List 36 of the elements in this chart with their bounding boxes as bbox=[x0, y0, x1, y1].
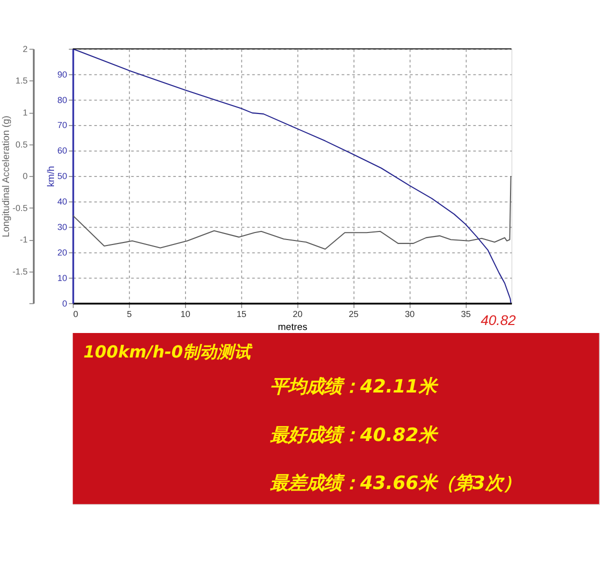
y-axis-title: Longitudinal Acceleration (g) bbox=[1, 116, 12, 238]
text: 40.82 bbox=[480, 312, 516, 328]
y-tick-label: -1.5 bbox=[12, 266, 28, 276]
x-tick-label: 10 bbox=[180, 308, 190, 319]
x-tick-label: 25 bbox=[348, 308, 359, 319]
x-tick-label: 30 bbox=[404, 308, 415, 319]
x-tick-label: 0 bbox=[73, 308, 78, 319]
y-tick-label: 1 bbox=[22, 107, 28, 118]
y2-tick-label: 10 bbox=[57, 272, 68, 283]
y2-tick-label: 20 bbox=[57, 247, 68, 258]
y2-tick-label: 80 bbox=[57, 94, 68, 105]
y-tick-label: 1.5 bbox=[15, 76, 28, 86]
line-series bbox=[72, 48, 512, 304]
y2-axis-title: km/h bbox=[46, 166, 57, 187]
text: 最差成绩：43.66米（第3次） bbox=[270, 473, 522, 494]
x-tick-label: 5 bbox=[126, 308, 132, 319]
y2-tick-label: 30 bbox=[57, 222, 68, 232]
text: 最好成绩：40.82米 bbox=[270, 424, 438, 446]
y-tick-label: 0.5 bbox=[15, 139, 28, 150]
y-tick-label: 0 bbox=[22, 171, 28, 182]
y2-tick-label: 90 bbox=[57, 69, 68, 80]
x-tick-label: 20 bbox=[292, 308, 303, 319]
x-tick-label: 35 bbox=[460, 308, 471, 319]
y-tick-label: 2 bbox=[22, 44, 28, 54]
text: 100km/h-0制动测试 bbox=[83, 342, 253, 362]
y2-tick-label: 70 bbox=[57, 120, 68, 130]
line-series bbox=[72, 175, 512, 250]
x-axis-title: metres bbox=[278, 322, 308, 333]
y2-tick-label: 40 bbox=[57, 196, 68, 207]
y2-tick-label: 0 bbox=[62, 298, 68, 308]
text: 平均成绩：42.11米 bbox=[270, 376, 438, 398]
y2-tick-label: 50 bbox=[57, 171, 68, 182]
y-tick-label: -1 bbox=[20, 234, 28, 245]
y-tick-label: -0.5 bbox=[12, 202, 28, 213]
y2-tick-label: 60 bbox=[57, 146, 68, 156]
x-tick-label: 15 bbox=[236, 308, 246, 319]
